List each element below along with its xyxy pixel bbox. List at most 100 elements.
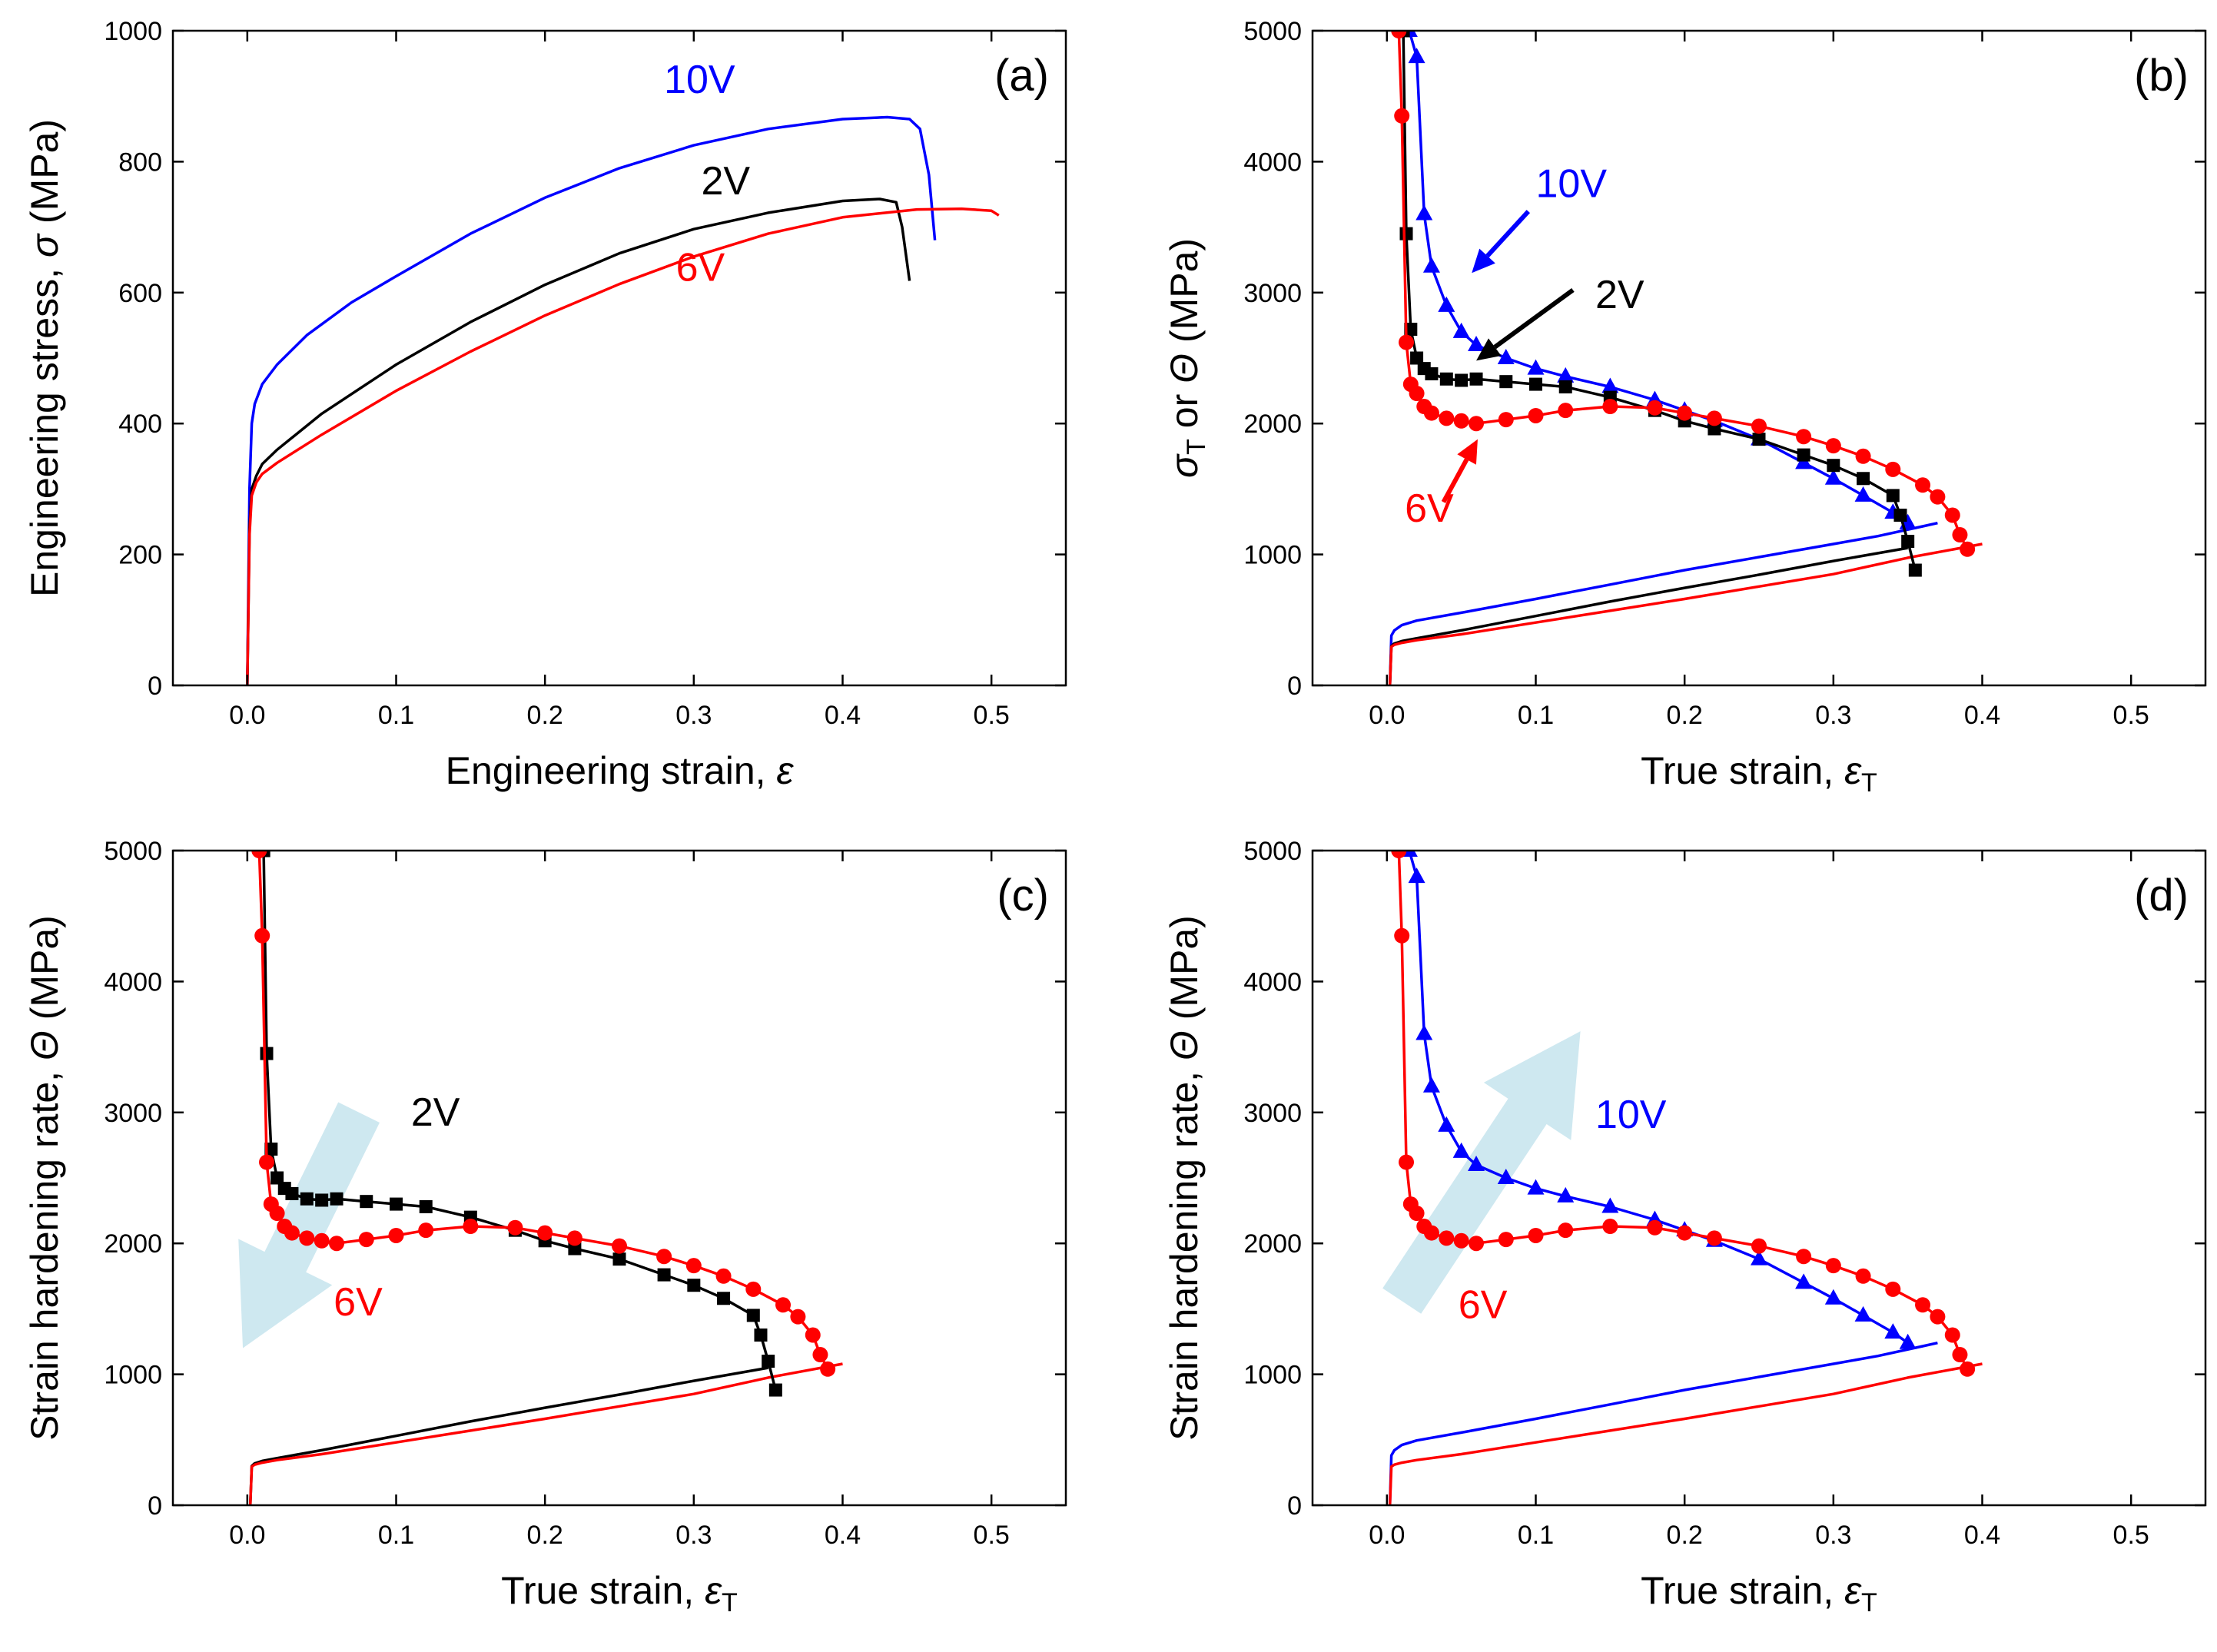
y-tick-label: 0: [1287, 672, 1302, 701]
y-tick-label: 1000: [104, 17, 162, 46]
x-tick-label: 0.1: [1518, 1521, 1554, 1550]
data-point: [1455, 373, 1469, 387]
data-point: [1529, 377, 1542, 391]
data-point: [360, 1195, 373, 1209]
data-point: [745, 1281, 762, 1297]
series-line-6V-σT: [1388, 1362, 1983, 1505]
data-point: [1422, 1076, 1440, 1093]
data-point: [1453, 1232, 1469, 1249]
y-tick-label: 4000: [104, 967, 162, 997]
x-axis-label: Engineering strain, ε: [446, 749, 795, 792]
data-point: [1452, 1142, 1470, 1158]
data-point: [1469, 372, 1483, 386]
y-tick-label: 800: [118, 148, 162, 177]
panel-letter: (b): [2134, 51, 2189, 101]
data-point: [330, 1192, 344, 1206]
y-tick-label: 2000: [104, 1229, 162, 1259]
data-point: [1558, 380, 1572, 393]
panel-letter: (c): [997, 871, 1049, 921]
x-tick-label: 0.2: [1667, 701, 1703, 730]
y-tick-label: 0: [1287, 1491, 1302, 1521]
annotation-arrow-head: [1457, 439, 1478, 465]
x-axis-label-text: True strain,: [501, 1569, 705, 1612]
data-point: [1468, 1155, 1485, 1171]
data-point: [264, 1143, 278, 1156]
y-axis-label-unit: (MPa): [1163, 238, 1206, 353]
data-point: [612, 1252, 626, 1266]
y-tick-label: 1000: [1243, 1361, 1302, 1390]
data-point: [1497, 1169, 1515, 1184]
data-point: [1708, 422, 1721, 436]
x-tick-label: 0.3: [675, 1521, 712, 1550]
axes-frame: [171, 849, 1067, 1507]
data-point: [1497, 349, 1515, 364]
y-axis-label-symbol: σ: [1163, 453, 1206, 478]
x-axis-label-symbol: ε: [776, 749, 794, 792]
data-point: [656, 1249, 672, 1265]
data-point: [1915, 477, 1931, 493]
data-point: [1706, 410, 1722, 426]
x-tick-label: 0.0: [1369, 1521, 1405, 1550]
data-point: [612, 1238, 627, 1254]
data-point: [259, 1154, 275, 1170]
plot-area: [1388, 851, 1983, 1505]
data-point: [568, 1242, 582, 1256]
data-point: [1752, 433, 1766, 446]
trend-arrow: [238, 1102, 380, 1348]
series-line-10V: [246, 115, 937, 685]
plot-area: [246, 115, 1000, 685]
data-point: [1795, 1273, 1813, 1289]
data-point: [1886, 489, 1900, 503]
y-axis-label: Strain hardening rate, Θ (MPa): [1163, 915, 1206, 1441]
series-line-10V-σT: [1388, 521, 1938, 685]
x-tick-label: 0.0: [229, 701, 265, 730]
data-point: [1854, 486, 1872, 502]
x-tick-label: 0.3: [675, 701, 712, 730]
y-tick-label: 0: [148, 672, 162, 701]
x-tick-label: 0.1: [378, 1521, 414, 1550]
data-point: [1453, 413, 1469, 429]
data-point: [1399, 334, 1415, 350]
data-point: [1930, 1309, 1946, 1325]
data-point: [1439, 1230, 1455, 1246]
y-tick-label: 4000: [1243, 967, 1302, 997]
data-point: [284, 1225, 300, 1241]
x-axis-label: True strain, εT: [1641, 749, 1877, 798]
y-axis-label-connector: or: [1163, 383, 1206, 439]
x-tick-label: 0.3: [1815, 1521, 1851, 1550]
x-tick-label: 0.1: [378, 701, 414, 730]
data-point: [1438, 1116, 1455, 1132]
y-tick-label: 5000: [104, 837, 162, 866]
data-point: [1930, 489, 1946, 505]
series-line-2V-σT: [248, 1366, 769, 1505]
y-tick-label: 3000: [1243, 1099, 1302, 1128]
x-axis-label-subscript: T: [1861, 1588, 1877, 1617]
y-axis-label-text: Strain hardening rate,: [23, 1060, 66, 1441]
data-point: [1415, 204, 1433, 221]
data-point: [746, 1309, 760, 1322]
data-point: [1422, 257, 1440, 273]
series-label-6V: 6V: [334, 1280, 383, 1325]
data-point: [254, 927, 270, 944]
data-point: [1885, 461, 1901, 477]
data-point: [1751, 418, 1767, 434]
x-tick-label: 0.4: [825, 1521, 861, 1550]
data-point: [762, 1355, 775, 1368]
x-axis-label-symbol: ε: [705, 1569, 722, 1612]
data-point: [1499, 375, 1513, 389]
data-point: [1824, 1289, 1842, 1305]
data-point: [315, 1193, 329, 1207]
x-axis-label: True strain, εT: [501, 1569, 738, 1617]
series-label-2V: 2V: [1595, 273, 1644, 317]
data-point: [1915, 1297, 1931, 1313]
data-point: [1557, 1186, 1575, 1203]
data-point: [1409, 1206, 1425, 1222]
panel-c: 0.0 0.1 0.2 0.3 0.4 0.5 0 1000 2000 3000 4000 5000 T…: [23, 837, 1067, 1617]
data-point: [260, 1047, 274, 1060]
data-point: [1498, 412, 1514, 428]
data-point: [1824, 469, 1842, 485]
panel-letter: (a): [994, 51, 1049, 101]
y-axis-label: σT or Θ (MPa): [1163, 238, 1211, 478]
data-point: [1409, 386, 1425, 402]
data-point: [1706, 1230, 1722, 1246]
